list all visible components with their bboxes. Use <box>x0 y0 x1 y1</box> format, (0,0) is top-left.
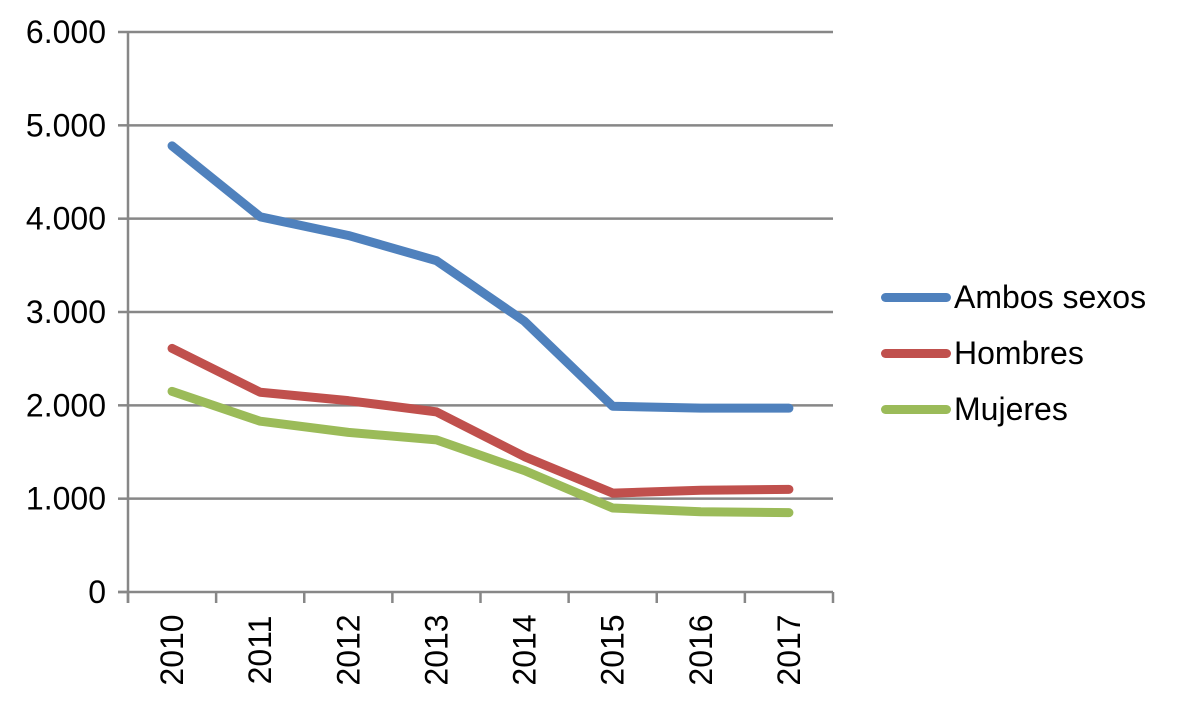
y-axis-tick-label: 2.000 <box>26 387 106 423</box>
legend-label-mujeres: Mujeres <box>954 390 1068 427</box>
x-axis-tick-label: 2010 <box>154 614 190 685</box>
x-axis-tick-label: 2011 <box>242 616 278 685</box>
series-line-mujeres <box>167 386 794 518</box>
legend-marker-mujeres-icon <box>881 404 951 414</box>
chart-legend: Ambos sexos Hombres Mujeres <box>881 276 1146 430</box>
x-axis-tick-label: 2012 <box>330 614 366 685</box>
x-axis-tick-label: 2017 <box>771 614 807 685</box>
y-axis-tick-label: 5.000 <box>26 107 106 143</box>
legend-marker-ambos-sexos-icon <box>881 292 951 302</box>
legend-entry-mujeres: Mujeres <box>881 388 1146 430</box>
series-line-hombres <box>167 343 794 498</box>
legend-label-hombres: Hombres <box>954 334 1084 371</box>
x-axis-tick-label: 2013 <box>418 614 454 685</box>
legend-marker-hombres-icon <box>881 348 951 358</box>
y-axis-tick-label: 4.000 <box>26 201 106 237</box>
y-axis-tick-label: 0 <box>88 574 106 610</box>
series-line-ambos-sexos <box>167 141 794 413</box>
y-axis-tick-label: 1.000 <box>26 481 106 517</box>
x-axis-tick-label: 2016 <box>683 614 719 685</box>
x-axis-tick-label: 2015 <box>595 614 631 685</box>
y-axis-tick-label: 6.000 <box>26 14 106 50</box>
legend-entry-ambos-sexos: Ambos sexos <box>881 276 1146 318</box>
x-axis-tick-label: 2014 <box>507 614 543 685</box>
legend-entry-hombres: Hombres <box>881 332 1146 374</box>
legend-label-ambos-sexos: Ambos sexos <box>954 278 1147 315</box>
y-axis-tick-label: 3.000 <box>26 294 106 330</box>
